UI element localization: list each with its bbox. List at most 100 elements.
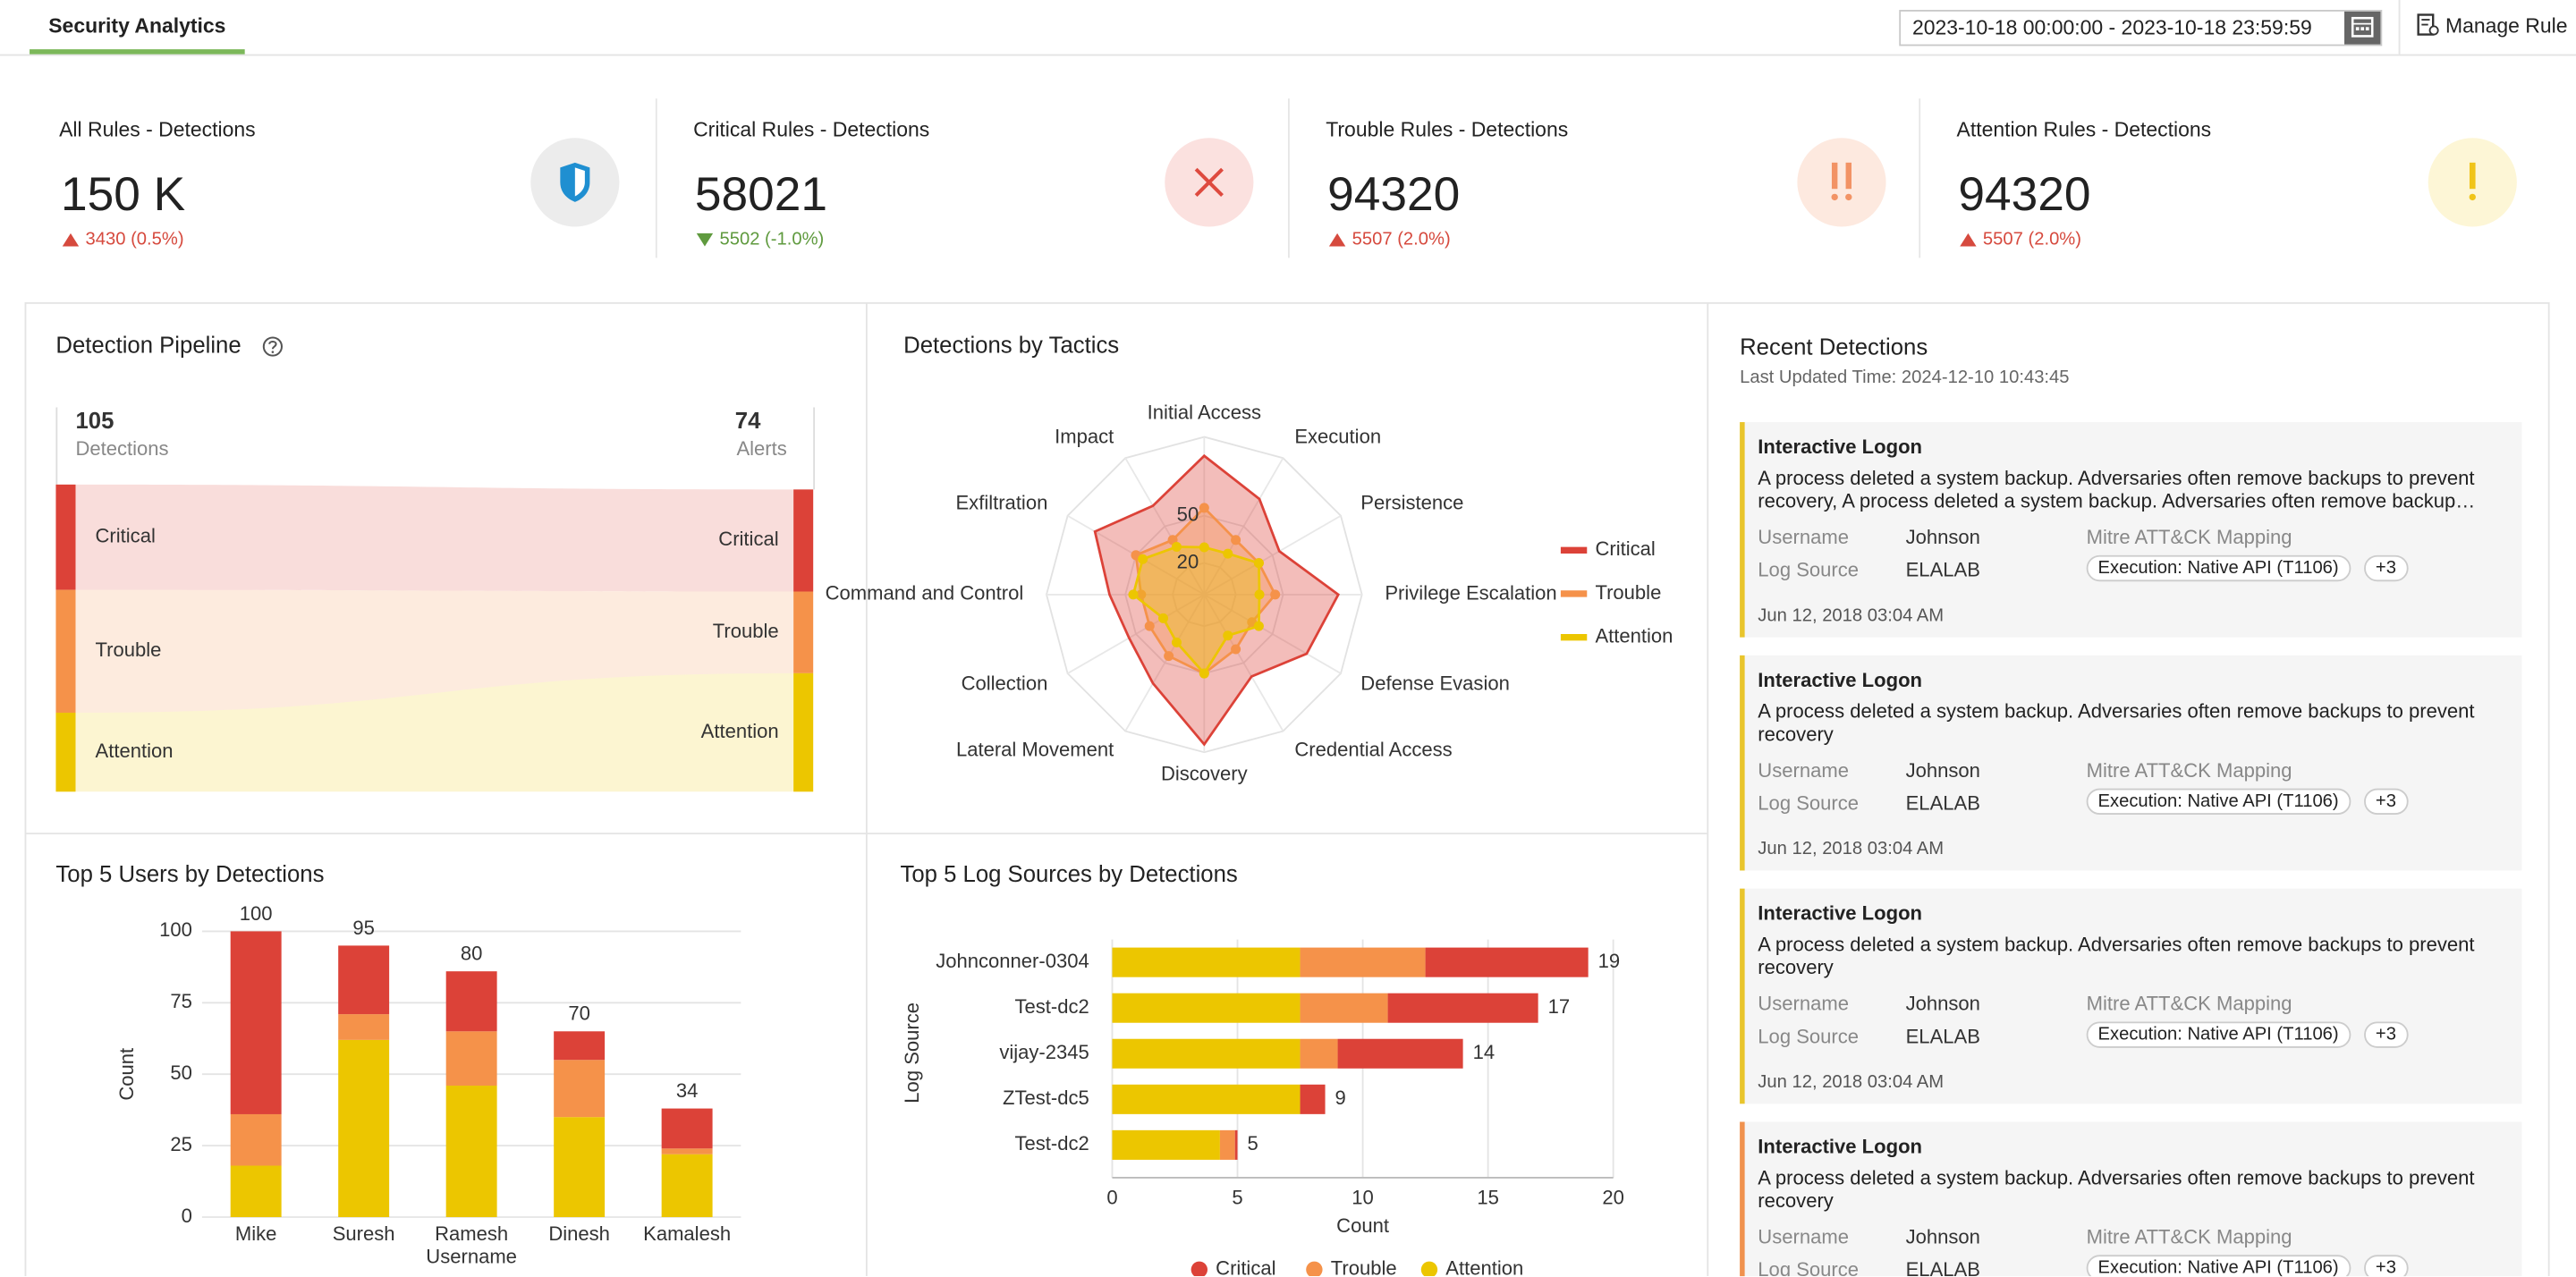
panel-title: Top 5 Users by Detections: [55, 862, 324, 887]
panel-title: Detection Pipeline: [55, 333, 241, 358]
y-axis-label: Count: [115, 1048, 138, 1101]
card-title: Interactive Logon: [1758, 1135, 1923, 1158]
sankey-node: [793, 672, 814, 792]
field-value: ELALAB: [1905, 1025, 1980, 1048]
y-tick-label: 100: [159, 918, 192, 941]
panel-title: Top 5 Log Sources by Detections: [901, 862, 1238, 887]
more-tag[interactable]: +3: [2364, 554, 2408, 582]
manage-rule-button[interactable]: Manage Rule: [2398, 0, 2568, 55]
bar-segment: [1300, 993, 1388, 1023]
total-value: 105: [75, 409, 114, 434]
kpi-value: 58021: [694, 169, 828, 222]
legend-label: Trouble: [1595, 581, 1661, 604]
bar-segment: [1112, 1084, 1301, 1114]
bar-segment: [338, 1039, 390, 1218]
total-label: 80: [461, 943, 483, 965]
axis-label: Discovery: [1161, 763, 1248, 785]
more-tag[interactable]: +3: [2364, 788, 2408, 816]
trend-arrow: [696, 233, 714, 247]
bar-segment: [661, 1148, 713, 1154]
kpi-title: Trouble Rules - Detections: [1326, 118, 1569, 141]
y-tick-label: 25: [170, 1133, 192, 1155]
detection-card[interactable]: Interactive Logon A process deleted a sys…: [1740, 888, 2522, 1104]
legend-swatch: [1191, 1261, 1208, 1277]
card-description: A process deleted a system backup. Adver…: [1758, 1166, 2475, 1213]
mitre-tag[interactable]: Execution: Native API (T1106): [2086, 554, 2351, 582]
help-icon[interactable]: [262, 336, 284, 357]
radar-point: [1199, 542, 1209, 553]
bar-segment: [445, 1031, 497, 1087]
field-label: Mitre ATT&CK Mapping: [2086, 525, 2292, 549]
bar-segment: [1300, 1038, 1338, 1069]
shield-icon: [560, 162, 590, 202]
mitre-tag[interactable]: Execution: Native API (T1106): [2086, 1021, 2351, 1048]
bar-segment: [1112, 1129, 1220, 1160]
axis-label: Lateral Movement: [956, 739, 1114, 761]
x-tick-label: 0: [1106, 1187, 1117, 1209]
kpi-card: Trouble Rules - Detections 94320 5507 (2…: [1326, 98, 1917, 263]
flow: [75, 589, 794, 713]
bar-segment: [445, 971, 497, 1032]
more-tag[interactable]: +3: [2364, 1255, 2408, 1277]
legend-label: Critical: [1595, 537, 1655, 560]
kpi-title: All Rules - Detections: [59, 118, 256, 141]
detection-card[interactable]: Interactive Logon A process deleted a sys…: [1740, 1121, 2522, 1277]
double-exclamation-icon: [1831, 162, 1852, 201]
x-tick-label: Kamalesh: [643, 1222, 731, 1245]
total-label: 9: [1335, 1087, 1346, 1109]
card-description: A process deleted a system backup. Adver…: [1758, 466, 2476, 513]
field-value: Johnson: [1905, 758, 1980, 782]
radar-point: [1128, 589, 1139, 600]
total-label: 5: [1248, 1132, 1258, 1154]
radar-point: [1136, 589, 1147, 600]
node-label: Trouble: [713, 620, 779, 642]
bar-segment: [1300, 947, 1426, 977]
radar-point: [1253, 621, 1264, 631]
total-label: 17: [1548, 995, 1571, 1018]
card-title: Interactive Logon: [1758, 668, 1923, 692]
trend-arrow: [62, 233, 80, 247]
separator: [1287, 98, 1290, 258]
axis-label: Exfiltration: [955, 492, 1047, 514]
y-tick-label: Test-dc2: [1014, 1132, 1089, 1154]
bar-segment: [1112, 1038, 1301, 1069]
kpi-change: 5507 (2.0%): [1352, 230, 1451, 250]
radar-point: [1171, 541, 1182, 552]
mitre-tag[interactable]: Execution: Native API (T1106): [2086, 1255, 2351, 1277]
more-tag[interactable]: +3: [2364, 1021, 2408, 1048]
total-label: 14: [1473, 1041, 1496, 1063]
radar-area: [1093, 453, 1340, 747]
y-tick-label: 75: [170, 990, 192, 1012]
field-label: Mitre ATT&CK Mapping: [2086, 992, 2292, 1016]
calendar-icon: [2351, 16, 2374, 38]
cross-icon: [1194, 167, 1224, 197]
mitre-tag[interactable]: Execution: Native API (T1106): [2086, 788, 2351, 816]
flow: [75, 672, 794, 792]
bar-segment: [1112, 947, 1301, 977]
bar-segment: [1112, 993, 1301, 1023]
detection-card[interactable]: Interactive Logon A process deleted a sys…: [1740, 422, 2522, 638]
node-label: Attention: [701, 720, 779, 742]
radar-point: [1223, 630, 1233, 641]
date-range-picker[interactable]: 2023-10-18 00:00:00 - 2023-10-18 23:59:5…: [1899, 10, 2383, 47]
calendar-button[interactable]: [2344, 11, 2381, 45]
bar-segment: [554, 1031, 606, 1061]
bar-segment: [1219, 1129, 1235, 1160]
bar-segment: [1425, 947, 1589, 977]
bar-segment: [230, 931, 282, 1114]
y-tick-label: 50: [170, 1061, 192, 1084]
date-range: 2023-10-18 00:00:00 - 2023-10-18 23:59:5…: [1911, 16, 2312, 40]
radar-point: [1199, 503, 1209, 513]
tab[interactable]: Security Analytics: [30, 0, 245, 55]
field-value: ELALAB: [1905, 791, 1980, 816]
bar-segment: [554, 1117, 606, 1218]
kpi-change: 5507 (2.0%): [1982, 230, 2082, 250]
field-value: Johnson: [1905, 992, 1980, 1016]
field-value: ELALAB: [1905, 1257, 1980, 1277]
legend-swatch: [1420, 1261, 1438, 1277]
field-label: Log Source: [1758, 1257, 1860, 1277]
radar-point: [1254, 589, 1265, 600]
y-tick-label: 0: [182, 1205, 192, 1227]
detection-card[interactable]: Interactive Logon A process deleted a sys…: [1740, 655, 2522, 871]
